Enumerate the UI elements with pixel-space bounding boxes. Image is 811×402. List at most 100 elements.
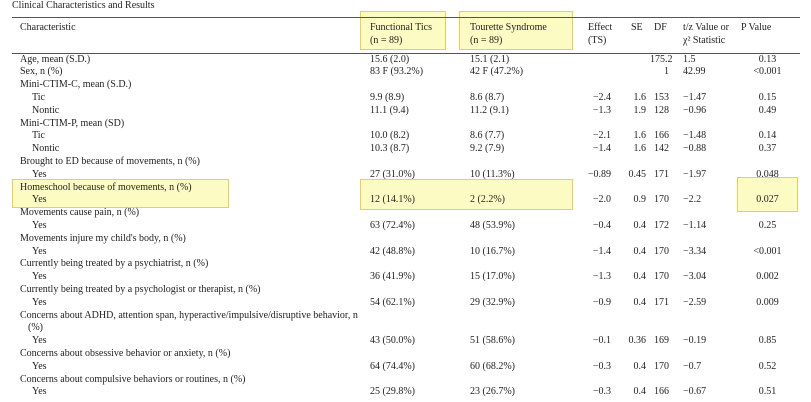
cell: 166 (654, 130, 669, 142)
table-row: Brought to ED because of movements, n (%… (12, 156, 800, 169)
cell (673, 118, 735, 131)
cell (615, 182, 650, 195)
cell: 11.2 (9.1) (470, 104, 509, 116)
cell (615, 66, 650, 79)
cell: 0.25 (758, 219, 777, 231)
cell (452, 233, 578, 246)
cell: 36 (41.9%) (370, 271, 415, 283)
cell (615, 156, 650, 169)
row-label: Sex, n (%) (20, 66, 63, 78)
cell (615, 310, 650, 336)
cell: −1.48 (683, 130, 707, 142)
cell: −0.89 (587, 168, 611, 180)
cell (735, 182, 800, 195)
row-label: Yes (32, 219, 47, 231)
table-row: Concerns about obsessive behavior or anx… (12, 348, 800, 361)
table-row: Nontic 11.1 (9.4) 11.2 (9.1) −1.3 1.9 128 −0.9… (12, 105, 800, 118)
cell (650, 284, 673, 297)
row-label: Concerns about ADHD, attention span, hyp… (20, 309, 358, 334)
cell: 63 (72.4%) (370, 219, 415, 231)
row-label: Yes (32, 360, 47, 372)
cell: 0.027 (756, 194, 779, 206)
header-text: SE (631, 22, 643, 33)
cell (735, 310, 800, 336)
cell (362, 310, 452, 336)
cell (615, 258, 650, 271)
cell (362, 374, 452, 387)
cell (673, 233, 735, 246)
table-row: Yes 63 (72.4%) 48 (53.9%) −0.4 0.4 172 −1.14 0.… (12, 220, 800, 233)
cell (452, 182, 578, 195)
header-text: (n = 89) (370, 34, 403, 46)
cell: 172 (654, 219, 669, 231)
cell (650, 156, 673, 169)
cell (650, 374, 673, 387)
cell: −3.34 (683, 245, 707, 257)
cell: 1.9 (633, 104, 647, 116)
cell (673, 258, 735, 271)
cell (578, 53, 615, 66)
cell (673, 79, 735, 92)
cell (452, 79, 578, 92)
cell (362, 118, 452, 131)
cell: −2.1 (592, 130, 611, 142)
cell: 1.6 (633, 143, 647, 155)
cell: −0.7 (683, 360, 702, 372)
cell: 1.6 (633, 91, 647, 103)
cell: −0.3 (592, 386, 611, 398)
cell (578, 233, 615, 246)
cell: 60 (68.2%) (470, 360, 515, 372)
cell: 0.15 (758, 91, 777, 103)
cell: 25 (29.8%) (370, 386, 415, 398)
highlight (360, 179, 573, 210)
cell: <0.001 (753, 245, 782, 257)
cell: −2.59 (683, 296, 707, 308)
cell: 170 (654, 245, 669, 257)
cell: 23 (26.7%) (470, 386, 515, 398)
row-label: Brought to ED because of movements, n (%… (20, 155, 200, 167)
cell: 170 (654, 194, 669, 206)
cell: 0.4 (633, 245, 647, 257)
table-row: Tic 10.0 (8.2) 8.6 (7.7) −2.1 1.6 166 −1.48 0.1… (12, 130, 800, 143)
cell: 0.4 (633, 219, 647, 231)
cell (735, 233, 800, 246)
cell (615, 233, 650, 246)
cell (578, 66, 615, 79)
cell: −1.14 (683, 219, 707, 231)
header-text: (n = 89) (470, 34, 503, 46)
cell: 48 (53.9%) (470, 219, 515, 231)
cell (673, 156, 735, 169)
cell (452, 348, 578, 361)
cell: 83 F (93.2%) (370, 66, 424, 78)
cell: 51 (58.6%) (470, 335, 515, 347)
cell: 10.3 (8.7) (370, 143, 410, 155)
header-text: Effect (588, 22, 613, 33)
highlight (737, 177, 798, 212)
cell: 1.6 (633, 130, 647, 142)
cell: 10 (11.3%) (470, 168, 515, 180)
cell (650, 348, 673, 361)
cell (735, 348, 800, 361)
cell: 0.009 (756, 296, 779, 308)
cell (452, 207, 578, 220)
cell (452, 374, 578, 387)
cell (578, 156, 615, 169)
table-header: Characteristic Functional Tics (n = 89) Tou… (12, 17, 800, 54)
cell: 170 (654, 360, 669, 372)
row-label: Currently being treated by a psychologis… (20, 283, 261, 295)
cell: −2.0 (592, 194, 611, 206)
cell: −1.4 (592, 143, 611, 155)
row-label: Homeschool because of movements, n (%) (20, 181, 192, 193)
column-header: P Value (735, 17, 800, 54)
cell (578, 258, 615, 271)
column-header: t/z Value or χ² Statistic (673, 17, 735, 54)
cell: 0.37 (758, 143, 777, 155)
cell (362, 233, 452, 246)
cell: 0.36 (628, 335, 647, 347)
row-label: Mini-CTIM-C, mean (S.D.) (20, 79, 132, 91)
row-label: Nontic (32, 143, 60, 155)
table-row: Currently being treated by a psychologis… (12, 284, 800, 297)
cell: 54 (62.1%) (370, 296, 415, 308)
cell (673, 348, 735, 361)
header-text: Functional Tics (370, 22, 432, 33)
